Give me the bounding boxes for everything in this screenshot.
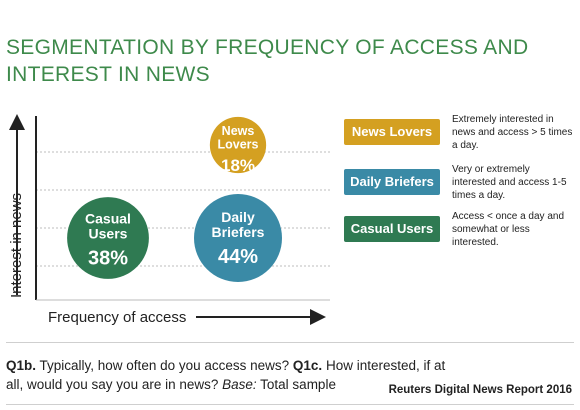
q1b-code: Q1b. xyxy=(6,358,37,373)
divider xyxy=(6,342,574,343)
bubble-casual-users xyxy=(67,197,149,279)
legend-item-news-lovers: News Lovers Extremely interested in news … xyxy=(344,113,574,153)
bubble-value-casual-users: 38% xyxy=(88,247,128,269)
bottom-divider xyxy=(6,404,574,405)
legend-description-news-lovers: Extremely interested in news and access … xyxy=(452,114,573,151)
y-axis-label: Interest in news xyxy=(8,193,25,298)
q1b-text: Typically, how often do you access news? xyxy=(36,358,293,373)
bubble-label-daily-briefers: Briefers xyxy=(212,224,265,240)
bubble-value-news-lovers: 18% xyxy=(221,156,255,175)
bubble-label-casual-users: Casual xyxy=(85,210,131,226)
legend-swatch-news-lovers: News Lovers xyxy=(344,119,440,145)
legend-swatch-casual-users: Casual Users xyxy=(344,216,440,242)
bubble-label-casual-users: Users xyxy=(89,225,128,241)
q1c-code: Q1c. xyxy=(292,358,323,373)
legend-description-casual-users: Access < once a day and somewhat or less… xyxy=(452,211,565,248)
legend-description-daily-briefers: Very or extremely interested and access … xyxy=(452,164,567,201)
bubble-label-news-lovers: Lovers xyxy=(218,137,259,151)
question-text: Q1b. Typically, how often do you access … xyxy=(6,356,446,394)
bubble-news-lovers xyxy=(209,116,267,174)
bubble-chart: Interest in news Frequency of access Cas… xyxy=(8,114,330,326)
bubble-label-news-lovers: News xyxy=(222,124,255,138)
base-label: Base: xyxy=(222,377,257,392)
bubble-value-daily-briefers: 44% xyxy=(218,246,258,268)
bubble-daily-briefers xyxy=(194,194,282,282)
legend-swatch-daily-briefers: Daily Briefers xyxy=(344,169,440,195)
base-text: Total sample xyxy=(256,377,336,392)
legend-item-daily-briefers: Daily Briefers Very or extremely interest… xyxy=(344,163,574,203)
bubble-label-daily-briefers: Daily xyxy=(221,209,255,225)
legend-item-casual-users: Casual Users Access < once a day and some… xyxy=(344,210,574,250)
chart-title: SEGMENTATION BY FREQUENCY OF ACCESS AND … xyxy=(6,36,529,86)
x-axis-label: Frequency of access xyxy=(48,309,186,326)
q1c-text: How interested, if at all, would you say… xyxy=(6,358,446,392)
source-label: Reuters Digital News Report 2016 xyxy=(388,384,572,396)
